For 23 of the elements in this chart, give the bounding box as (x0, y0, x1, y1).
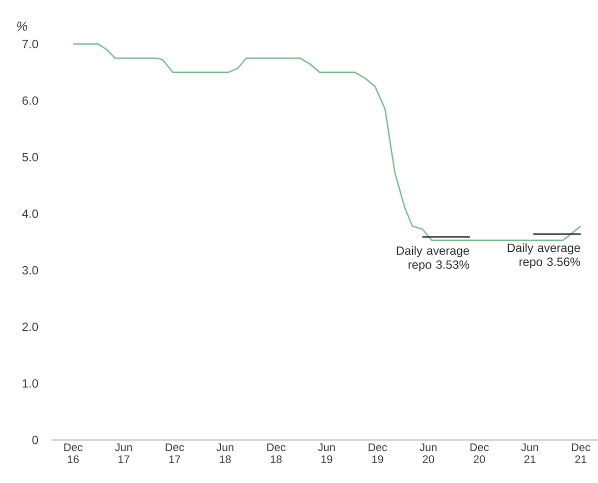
x-tick-label: Dec 20 (470, 444, 489, 464)
x-tick-label: Dec 19 (368, 444, 387, 464)
y-tick-label: 1.0 (22, 379, 38, 388)
annotation: Daily average repo 3.56% (508, 243, 580, 268)
x-tick-label: Dec 16 (64, 444, 83, 464)
x-tick-label: Jun 18 (216, 444, 234, 464)
y-tick-label: 4.0 (22, 209, 38, 218)
y-tick-label: 6.0 (22, 96, 38, 105)
x-tick-label: Jun 19 (318, 444, 335, 464)
x-tick-label: Dec 21 (572, 444, 590, 464)
line-series (72, 43, 582, 242)
y-tick-label: 3.0 (22, 266, 38, 275)
x-tick-label: Dec 17 (166, 444, 184, 464)
y-tick-label: 7.0 (22, 40, 38, 48)
x-tick-label: Jun 17 (115, 444, 132, 464)
y-tick-label: 5.0 (22, 152, 38, 162)
y-tick-label: 0 (32, 436, 38, 444)
y-tick-label: 2.0 (22, 322, 38, 332)
y-axis-title: % (17, 22, 28, 31)
x-tick-label: Jun 21 (521, 444, 538, 464)
x-tick-label: Dec 18 (267, 444, 286, 464)
x-tick-label: Jun 20 (420, 444, 437, 464)
annotation: Daily average repo 3.53% (396, 246, 470, 272)
